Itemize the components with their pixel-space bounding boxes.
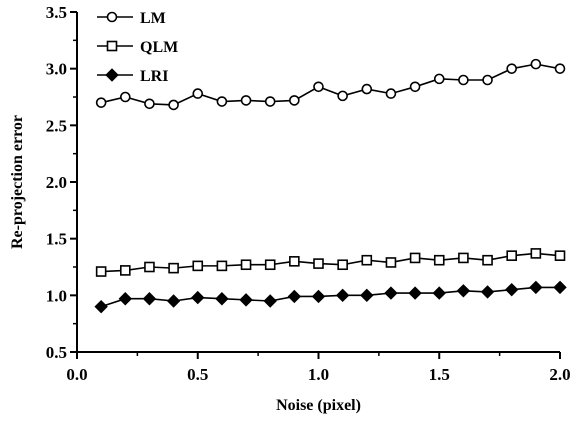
data-point-lri <box>456 284 471 298</box>
data-point-lri <box>553 280 567 295</box>
data-point-lm <box>264 96 276 107</box>
data-point-lm <box>506 63 518 74</box>
legend-marker-lm <box>106 11 118 23</box>
data-point-qlm <box>361 254 373 266</box>
data-point-lm <box>289 95 300 106</box>
y-tick-label: 1.0 <box>46 286 67 305</box>
series-lm <box>95 58 566 111</box>
legend-label-lm: LM <box>140 10 166 27</box>
y-tick-label: 2.5 <box>46 116 67 135</box>
data-point-qlm <box>530 248 542 259</box>
legend-item-lm: LM <box>97 10 166 27</box>
data-point-lri <box>239 293 253 307</box>
series-layer <box>94 58 567 314</box>
data-point-qlm <box>385 257 397 268</box>
y-tick-label: 2.0 <box>46 173 67 192</box>
data-point-lm <box>95 97 107 108</box>
data-point-lri <box>432 286 446 300</box>
data-point-lri <box>480 285 495 299</box>
data-point-lri <box>166 294 181 308</box>
data-point-lri <box>287 289 302 304</box>
legend-marker-qlm <box>106 40 118 52</box>
data-point-qlm <box>120 265 131 276</box>
data-point-qlm <box>144 261 155 273</box>
data-point-lri <box>384 286 398 300</box>
data-point-lri <box>142 292 157 306</box>
data-point-qlm <box>192 260 204 272</box>
y-tick-label: 3.5 <box>46 3 67 22</box>
data-point-lm <box>192 88 204 99</box>
data-point-qlm <box>313 258 324 269</box>
x-tick-label: 1.5 <box>429 365 450 384</box>
axes: 0.5 1.0 1.5 2.0 2.5 3.0 3.5 0.0 0.5 1.0 1.5 2.0 <box>46 3 571 384</box>
data-point-lri <box>94 299 108 314</box>
data-point-qlm <box>506 250 518 261</box>
series-qlm <box>95 248 566 277</box>
x-tick-label: 0.5 <box>187 365 208 384</box>
y-axis-title: Re-projection error <box>9 115 26 249</box>
data-point-qlm <box>337 259 348 271</box>
data-point-lri <box>263 294 277 308</box>
data-point-lm <box>240 95 252 106</box>
data-point-qlm <box>289 256 300 267</box>
data-point-lri <box>191 290 205 305</box>
data-point-qlm <box>482 254 493 266</box>
data-point-qlm <box>216 260 228 272</box>
data-point-qlm <box>409 252 421 264</box>
data-point-lm <box>216 96 228 107</box>
series-line-lm <box>100 63 561 106</box>
data-point-lm <box>458 74 469 86</box>
data-point-lri <box>529 280 543 295</box>
legend-item-lri: LRI <box>97 68 168 85</box>
data-point-qlm <box>554 250 566 261</box>
data-point-qlm <box>240 259 252 271</box>
data-point-lm <box>144 98 155 110</box>
y-tick-label: 0.5 <box>46 343 67 362</box>
data-point-lri <box>360 288 374 303</box>
legend-marker-lri <box>105 68 119 82</box>
x-tick-label: 1.0 <box>308 365 329 384</box>
data-point-lm <box>337 90 348 102</box>
legend-label-qlm: QLM <box>140 39 178 56</box>
data-point-qlm <box>264 259 276 271</box>
data-point-lri <box>335 288 350 303</box>
data-point-lm <box>482 74 493 86</box>
data-point-qlm <box>458 252 469 264</box>
data-point-lri <box>408 286 422 300</box>
data-point-lm <box>313 81 324 93</box>
series-lri <box>94 280 567 314</box>
x-tick-label: 2.0 <box>549 365 570 384</box>
data-point-lm <box>554 63 566 74</box>
y-tick-label: 1.5 <box>46 230 67 249</box>
data-point-lm <box>433 73 445 85</box>
x-axis-title: Noise (pixel) <box>276 397 361 414</box>
data-point-lm <box>120 91 131 103</box>
data-point-lm <box>168 99 179 111</box>
data-point-lm <box>385 88 397 99</box>
data-point-lm <box>361 83 373 95</box>
data-point-qlm <box>433 254 445 266</box>
data-point-lm <box>530 58 542 70</box>
legend-label-lri: LRI <box>140 68 168 85</box>
data-point-qlm <box>95 266 107 277</box>
data-point-lri <box>118 292 133 306</box>
y-tick-label: 3.0 <box>46 60 67 79</box>
data-point-lri <box>311 289 326 304</box>
data-point-lri <box>504 282 519 297</box>
data-point-lri <box>215 292 229 306</box>
data-point-qlm <box>168 262 179 274</box>
data-point-lm <box>409 81 421 93</box>
legend-item-qlm: QLM <box>97 39 178 56</box>
x-tick-label: 0.0 <box>66 365 87 384</box>
legend: LM QLM LRI <box>97 10 178 85</box>
